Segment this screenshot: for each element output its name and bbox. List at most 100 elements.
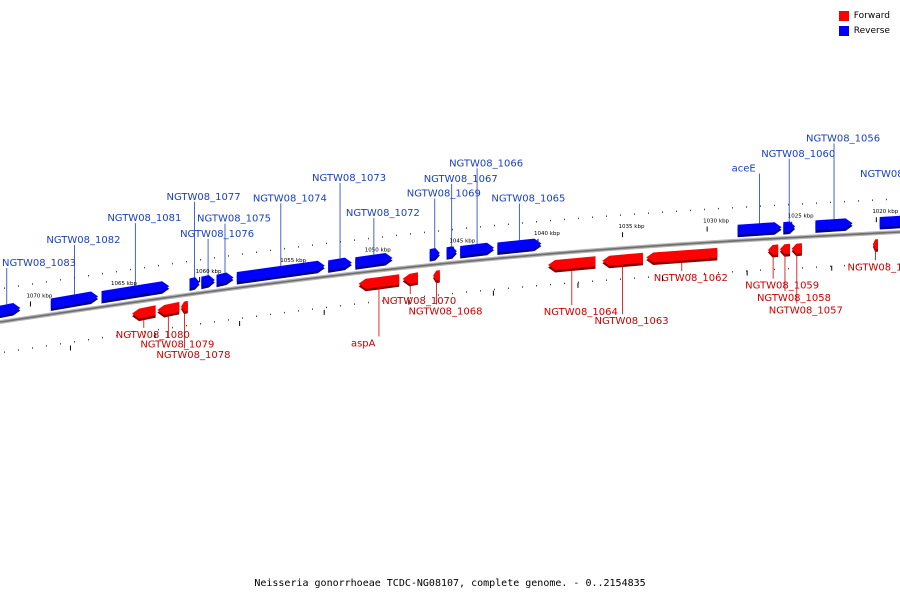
track-dot <box>830 265 831 268</box>
track-dot <box>522 286 523 288</box>
gene-label: aspA <box>351 339 376 350</box>
track-dot <box>536 285 537 287</box>
track-dot <box>788 267 789 270</box>
track-dot <box>186 324 187 327</box>
track-dot <box>466 291 467 293</box>
legend: Forward Reverse <box>838 8 890 38</box>
genome-caption: Neisseria gonorrhoeae TCDC-NG08107, comp… <box>254 578 646 589</box>
track-dot <box>816 202 817 204</box>
gene-arrow-NGTW08_1077 <box>189 277 200 289</box>
track-dot <box>396 298 397 301</box>
gene-label: NGTW08_1079 <box>140 339 214 350</box>
gene-arrow-NGTW08_1081 <box>101 281 170 301</box>
track-dot <box>4 351 5 353</box>
track-dot <box>228 319 229 321</box>
gene-arrow-NGTW08_1056 <box>815 218 853 231</box>
gene-arrow-NGTW08_1076 <box>201 275 215 287</box>
track-dot <box>886 262 887 265</box>
track-dot <box>802 267 803 269</box>
legend-reverse-label: Reverse <box>853 25 890 36</box>
gene-label: NGTW08_1067 <box>424 174 498 185</box>
gene-label: NGTW08_1065 <box>491 193 565 204</box>
track-dot <box>298 246 299 248</box>
track-dot <box>592 280 593 282</box>
scale-tick-label: 1050 kbp <box>365 248 391 254</box>
gene-label: NGTW08_1056 <box>806 133 880 144</box>
track-dot <box>368 237 369 240</box>
gene-arrow-NGTW08_1066 <box>460 242 494 256</box>
track-dot <box>620 214 621 216</box>
gene-label: NGTW08_1058 <box>757 293 831 304</box>
scale-tick-label: 1070 kbp <box>26 293 52 299</box>
track-dot <box>732 207 733 209</box>
gene-arrow-NGTW08_1068 <box>433 270 440 281</box>
track-dot <box>158 328 159 331</box>
track-dot <box>550 219 551 222</box>
track-dot <box>298 310 299 312</box>
gene-arrow-NGTW08_1080 <box>132 305 156 319</box>
gene-label: NGTW08_1073 <box>312 173 386 184</box>
scale-tick-label: 1040 kbp <box>534 231 560 237</box>
gene-arrow-NGTW08_1070 <box>402 272 418 284</box>
track-dot <box>410 297 411 299</box>
track-dot <box>480 226 481 228</box>
gene-arrow-NGTW08_1082 <box>50 291 99 309</box>
track-dot <box>788 203 789 206</box>
gene-label: NGTW08_1083 <box>2 258 76 269</box>
track-dot <box>480 290 481 292</box>
track-dot <box>284 247 285 250</box>
gene-arrow-NGTW08_1058 <box>779 243 790 255</box>
track-dot <box>536 221 537 223</box>
gene-label: NGTW08_1063 <box>595 316 669 327</box>
gene-label: NGTW08_1060 <box>761 149 835 160</box>
track-dot <box>18 285 19 287</box>
gene-arrow-NGTW08_1067 <box>446 246 457 258</box>
legend-forward-label: Forward <box>853 10 890 21</box>
gene-label: NGTW08_1070 <box>382 296 456 307</box>
track-dot <box>886 198 887 201</box>
track-dot <box>130 268 131 271</box>
gene-arrow-NGTW08_1054 <box>872 239 878 250</box>
gene-arrow-NGTW08_1055 <box>879 215 900 227</box>
track-dot <box>844 200 845 203</box>
track-dot <box>4 287 5 289</box>
scale-tick-label: 1060 kbp <box>196 269 222 275</box>
track-dot <box>508 223 509 225</box>
track-dot <box>144 330 145 333</box>
track-dot <box>130 332 131 335</box>
track-dot <box>340 241 341 243</box>
track-dot <box>340 305 341 307</box>
track-dot <box>284 311 285 314</box>
track-dot <box>578 281 579 284</box>
track-dot <box>844 264 845 267</box>
track-dot <box>186 260 187 263</box>
gene-arrow-NGTW08_1074 <box>236 260 325 282</box>
track-dot <box>200 259 201 261</box>
track-dot <box>214 321 215 323</box>
track-dot <box>116 270 117 273</box>
gene-label: NGTW08_1074 <box>253 193 327 204</box>
gene-arrow-NGTW08_1065 <box>497 238 542 253</box>
gene-label: NGTW08_1081 <box>107 213 181 224</box>
gene-label: NGTW08_1059 <box>745 281 819 292</box>
gene-arrow-NGTW08_1062 <box>646 247 718 263</box>
track-dot <box>214 257 215 259</box>
track-dot <box>116 334 117 337</box>
track-dot <box>172 326 173 329</box>
track-dot <box>466 227 467 229</box>
gene-label: NGTW08_1068 <box>408 306 482 317</box>
track-dot <box>60 343 61 345</box>
gene-arrow-NGTW08_1078 <box>181 300 188 312</box>
track-dot <box>438 230 439 232</box>
track-dot <box>802 203 803 205</box>
track-dot <box>718 207 719 210</box>
track-dot <box>424 295 425 298</box>
gene-arrow-NGTW08_1060 <box>783 221 796 233</box>
track-dot <box>144 266 145 269</box>
scale-tick-label: 1055 kbp <box>280 258 306 264</box>
track-dot <box>46 345 47 347</box>
track-dot <box>872 263 873 265</box>
track-dot <box>438 294 439 296</box>
track-dot <box>690 273 691 276</box>
track-dot <box>746 206 747 208</box>
